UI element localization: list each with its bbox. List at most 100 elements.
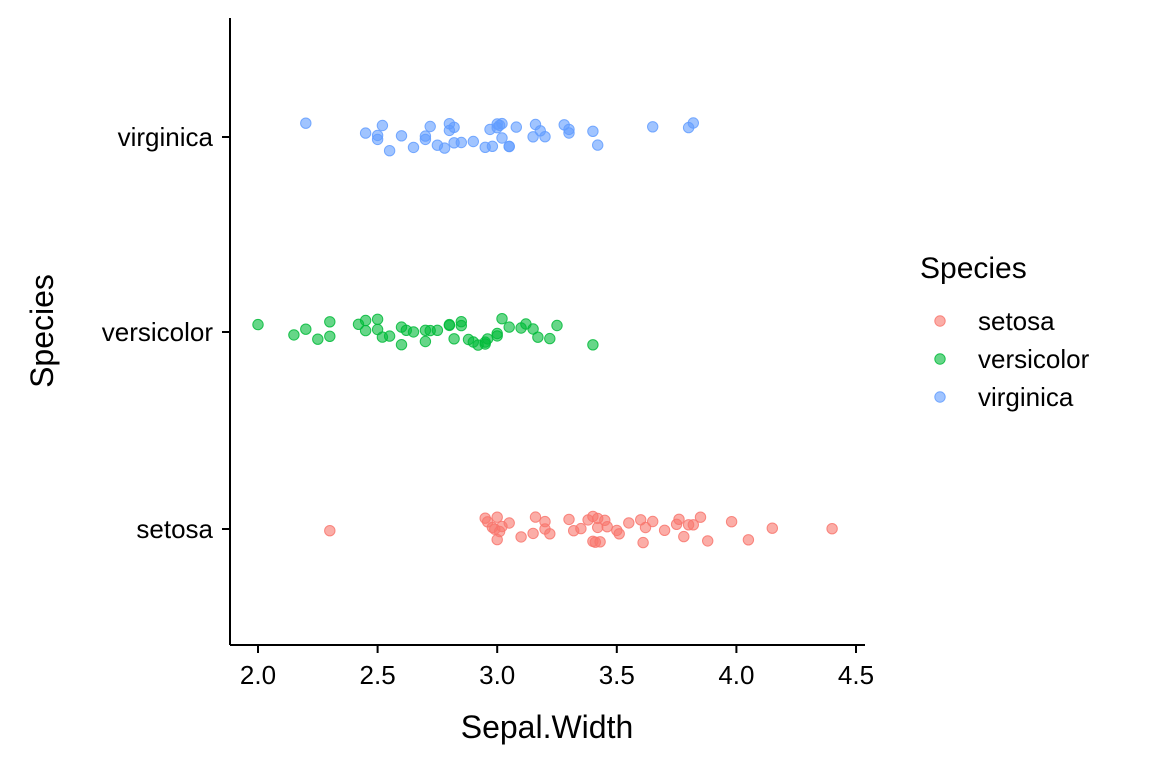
data-point-setosa — [594, 536, 606, 548]
data-point-virginica — [467, 135, 479, 148]
data-point-setosa — [766, 522, 778, 534]
data-point-virginica — [424, 120, 436, 133]
x-tick-label: 2.0 — [240, 660, 276, 690]
data-point-versicolor — [395, 339, 408, 351]
data-point-setosa — [742, 534, 755, 546]
data-point-versicolor — [324, 316, 336, 328]
data-point-setosa — [673, 513, 685, 525]
data-point-setosa — [826, 523, 838, 535]
data-point-versicolor — [383, 330, 396, 342]
data-point-versicolor — [419, 335, 432, 348]
y-axis-ticks: setosa versicolor virginica — [102, 122, 230, 544]
legend: Species setosa versicolor virginica — [920, 252, 1090, 412]
data-point-setosa — [563, 513, 575, 526]
y-tick-label: virginica — [118, 122, 214, 152]
data-point-virginica — [510, 121, 522, 133]
data-point-versicolor — [288, 329, 300, 341]
data-point-setosa — [544, 528, 556, 540]
data-point-virginica — [587, 125, 599, 138]
data-point-versicolor — [300, 323, 312, 335]
y-tick-label: versicolor — [102, 317, 214, 347]
data-point-virginica — [407, 141, 420, 154]
data-point-setosa — [613, 528, 625, 540]
legend-label-setosa: setosa — [978, 306, 1055, 336]
data-point-setosa — [491, 511, 503, 523]
data-point-setosa — [647, 515, 659, 528]
points-layer — [252, 117, 838, 549]
data-point-versicolor — [544, 332, 556, 345]
data-point-setosa — [623, 517, 635, 529]
data-point-versicolor — [481, 333, 494, 345]
data-point-versicolor — [455, 319, 467, 332]
legend-key-virginica — [934, 391, 946, 403]
data-point-setosa — [725, 516, 738, 528]
data-point-virginica — [496, 117, 508, 130]
x-axis-title: Sepal.Width — [461, 709, 634, 745]
data-point-versicolor — [551, 319, 563, 332]
data-point-virginica — [448, 121, 460, 134]
data-point-versicolor — [491, 327, 503, 340]
data-point-setosa — [637, 536, 649, 549]
data-point-setosa — [639, 521, 652, 534]
legend-label-versicolor: versicolor — [978, 344, 1090, 374]
data-point-setosa — [539, 515, 551, 528]
data-point-versicolor — [359, 314, 372, 327]
x-tick-label: 4.5 — [838, 660, 874, 690]
data-point-versicolor — [443, 318, 456, 331]
data-point-setosa — [515, 531, 527, 543]
legend-label-virginica: virginica — [978, 382, 1074, 412]
data-point-virginica — [563, 123, 575, 136]
x-tick-label: 3.0 — [479, 660, 515, 690]
data-point-versicolor — [359, 324, 372, 337]
y-axis-title: Species — [24, 274, 60, 388]
data-point-virginica — [647, 121, 659, 133]
data-point-versicolor — [503, 321, 515, 333]
data-point-versicolor — [496, 313, 508, 325]
legend-title: Species — [920, 252, 1027, 285]
data-point-setosa — [575, 522, 587, 535]
data-point-setosa — [601, 521, 613, 533]
legend-key-versicolor — [934, 353, 946, 365]
data-point-setosa — [527, 527, 539, 540]
x-axis-ticks: 2.0 2.5 3.0 3.5 4.0 4.5 — [240, 645, 874, 690]
data-point-versicolor — [324, 330, 336, 342]
data-point-versicolor — [532, 331, 544, 343]
data-point-virginica — [419, 130, 432, 142]
legend-key-setosa — [934, 315, 946, 327]
data-point-versicolor — [587, 339, 599, 351]
data-point-setosa — [694, 511, 707, 523]
data-point-virginica — [300, 117, 312, 129]
data-point-virginica — [687, 117, 699, 129]
data-point-virginica — [376, 119, 389, 132]
data-point-setosa — [658, 524, 671, 536]
data-point-versicolor — [252, 318, 264, 331]
data-point-virginica — [438, 142, 451, 154]
data-point-setosa — [503, 517, 515, 529]
data-point-setosa — [529, 511, 542, 523]
data-point-virginica — [503, 140, 515, 153]
data-point-virginica — [486, 140, 499, 153]
data-point-setosa — [702, 535, 714, 547]
data-point-virginica — [496, 132, 508, 144]
data-point-versicolor — [407, 326, 420, 338]
data-point-virginica — [359, 127, 372, 139]
x-tick-label: 3.5 — [599, 660, 635, 690]
data-point-virginica — [527, 131, 539, 143]
data-point-virginica — [371, 129, 384, 142]
data-point-versicolor — [431, 324, 444, 336]
data-point-virginica — [592, 139, 604, 151]
data-point-setosa — [324, 525, 336, 537]
data-point-versicolor — [312, 333, 324, 345]
y-tick-label: setosa — [136, 514, 213, 544]
legend-items: setosa versicolor virginica — [934, 306, 1090, 412]
data-point-versicolor — [371, 313, 384, 325]
x-tick-label: 4.0 — [718, 660, 754, 690]
data-point-setosa — [678, 530, 690, 543]
data-point-virginica — [455, 136, 467, 149]
x-tick-label: 2.5 — [360, 660, 396, 690]
data-point-virginica — [395, 130, 408, 142]
data-point-setosa — [687, 519, 699, 531]
data-point-virginica — [539, 131, 551, 143]
data-point-versicolor — [448, 333, 460, 345]
